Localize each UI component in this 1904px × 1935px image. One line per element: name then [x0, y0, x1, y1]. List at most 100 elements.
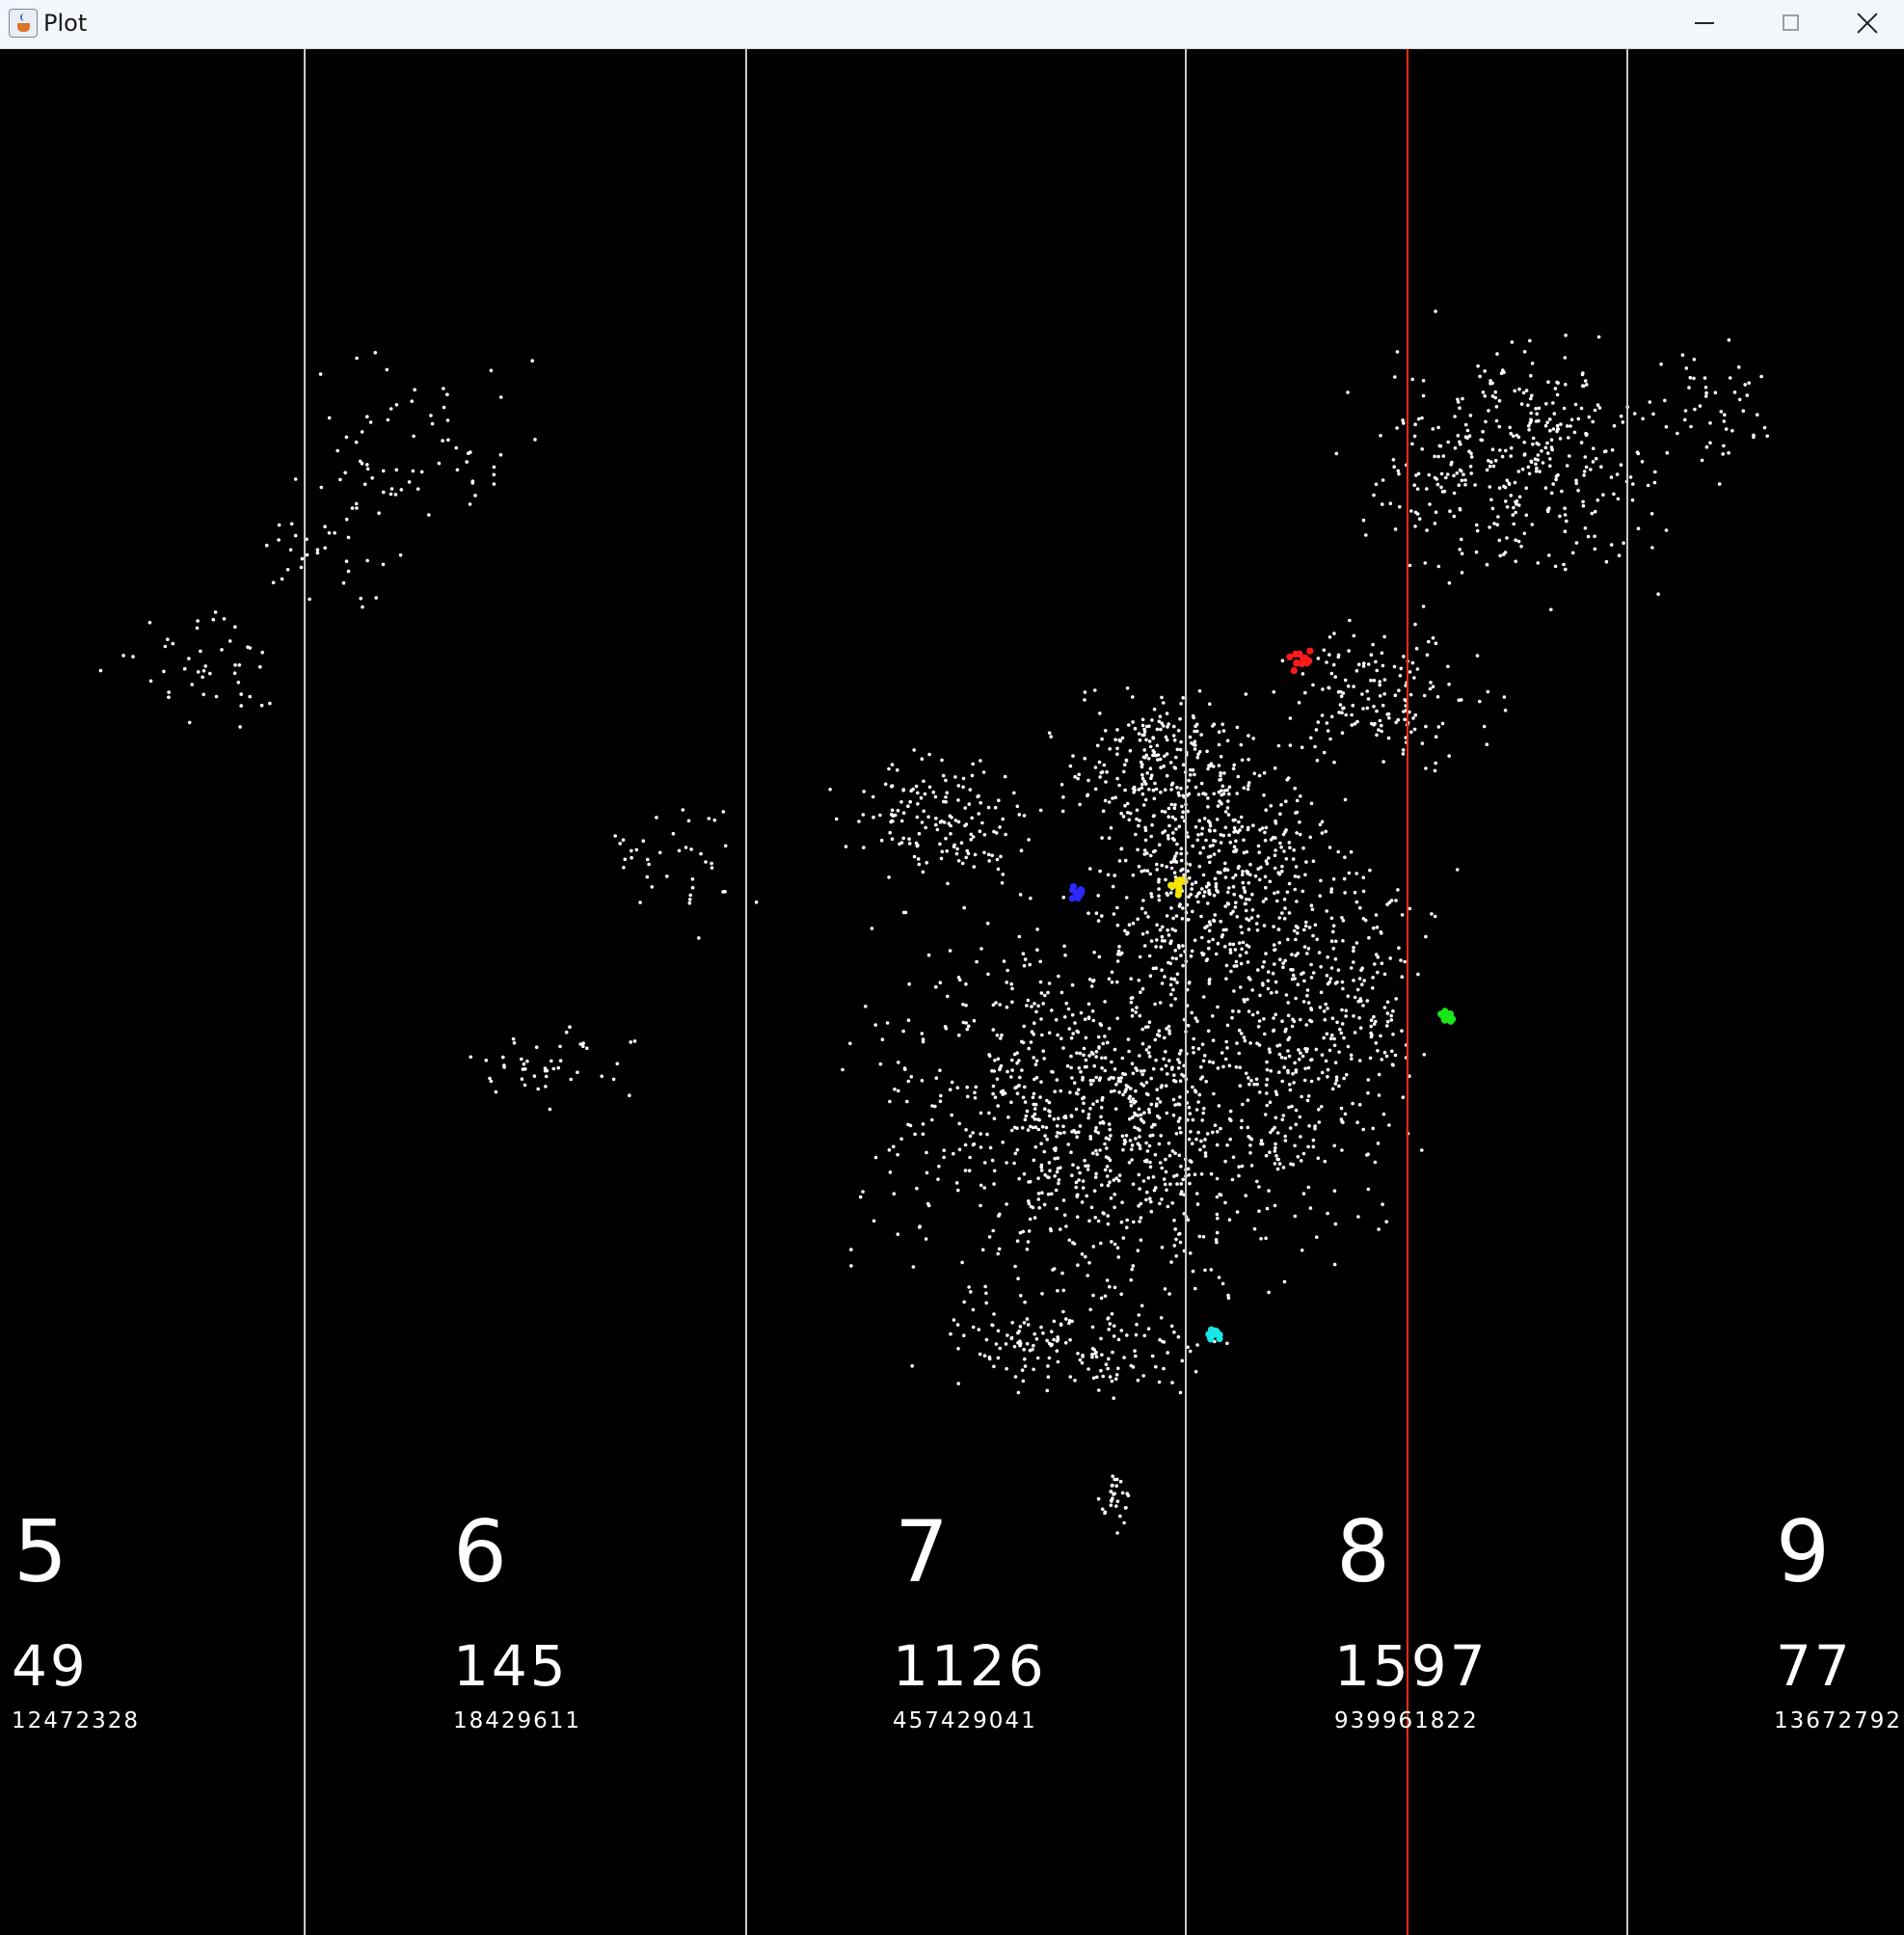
data-point [1202, 817, 1207, 820]
data-point [1382, 692, 1386, 696]
data-point [1032, 1091, 1036, 1096]
data-point [647, 862, 651, 867]
data-point [1455, 868, 1460, 872]
data-point [1157, 1034, 1162, 1038]
data-point [988, 1145, 993, 1150]
data-point [1747, 381, 1751, 386]
data-point [1455, 471, 1460, 475]
data-point [979, 947, 983, 951]
data-point [1301, 1192, 1306, 1196]
data-point [1290, 953, 1294, 956]
data-point [1549, 491, 1554, 496]
data-point [1144, 1048, 1149, 1052]
data-point [1215, 1176, 1220, 1181]
data-point [492, 472, 496, 477]
data-point [1365, 1153, 1369, 1157]
data-point [389, 492, 393, 497]
data-point [1140, 1041, 1145, 1046]
data-point [1436, 454, 1440, 459]
data-point [1018, 1339, 1022, 1343]
data-point [1129, 1087, 1133, 1090]
data-point [1191, 1269, 1195, 1274]
data-point [1377, 1227, 1381, 1231]
data-point [1203, 1268, 1207, 1273]
data-point [1145, 869, 1150, 873]
data-point [1601, 493, 1605, 497]
data-point [1157, 887, 1161, 891]
data-point [848, 1041, 852, 1046]
data-point [1086, 1164, 1090, 1168]
data-point [922, 809, 925, 814]
data-point [1436, 725, 1441, 729]
data-point [1257, 850, 1261, 854]
data-point [1286, 1001, 1290, 1005]
data-point [1136, 847, 1140, 852]
data-point [1140, 1118, 1144, 1123]
data-point [1273, 948, 1277, 952]
minimize-button[interactable] [1660, 0, 1747, 48]
data-point [556, 1065, 560, 1070]
data-point [1282, 917, 1287, 921]
data-point [1191, 767, 1195, 772]
data-point [1237, 820, 1241, 824]
data-point [1366, 1078, 1371, 1082]
data-point [971, 762, 975, 766]
data-point [1522, 350, 1527, 354]
data-point [892, 1144, 896, 1149]
data-point [1099, 1106, 1104, 1110]
data-point [998, 825, 1002, 829]
data-point [630, 848, 633, 853]
data-point [1352, 946, 1355, 950]
data-point [1408, 670, 1412, 674]
data-point [1322, 1009, 1327, 1013]
data-point [1385, 1000, 1390, 1005]
data-point [645, 857, 650, 862]
data-point [1106, 1222, 1111, 1226]
data-point [1167, 823, 1171, 828]
data-point [1213, 839, 1218, 844]
data-point [1402, 710, 1406, 713]
data-point [1264, 808, 1268, 812]
data-point [1076, 1166, 1080, 1169]
data-point [1023, 1364, 1028, 1368]
data-point [1515, 499, 1519, 503]
data-point [1146, 757, 1151, 761]
data-point [1138, 1187, 1141, 1191]
data-point [1020, 1039, 1024, 1044]
data-point [1247, 945, 1251, 949]
data-point [1091, 1018, 1096, 1023]
data-point [1013, 1151, 1018, 1156]
data-point [1275, 899, 1279, 903]
maximize-button[interactable] [1748, 0, 1835, 48]
data-point [1267, 1189, 1271, 1193]
data-point [1420, 1148, 1424, 1152]
data-point [984, 1301, 988, 1305]
data-point [1095, 1099, 1099, 1104]
close-button[interactable] [1836, 0, 1904, 48]
data-point [1203, 1154, 1208, 1158]
data-point [1219, 755, 1223, 759]
data-point [501, 1055, 505, 1060]
data-point [1110, 1240, 1113, 1244]
data-point [1061, 1288, 1066, 1293]
data-point [1469, 451, 1473, 456]
data-point [1593, 547, 1597, 551]
data-point [862, 846, 866, 849]
data-point [1175, 842, 1179, 847]
data-point [1240, 873, 1245, 876]
data-point [1692, 358, 1697, 362]
data-point [1191, 844, 1194, 848]
data-point [1171, 831, 1175, 835]
data-point [1583, 455, 1588, 459]
data-point [1171, 916, 1175, 921]
data-point [1196, 1100, 1200, 1104]
data-point [1090, 1052, 1095, 1056]
data-point [1460, 537, 1463, 542]
data-point [1055, 1206, 1059, 1211]
data-point [1269, 1130, 1273, 1135]
data-point [1122, 1520, 1126, 1525]
data-point [1549, 438, 1554, 443]
data-point [1148, 1196, 1152, 1200]
data-point [979, 1111, 983, 1115]
data-point [834, 817, 839, 821]
